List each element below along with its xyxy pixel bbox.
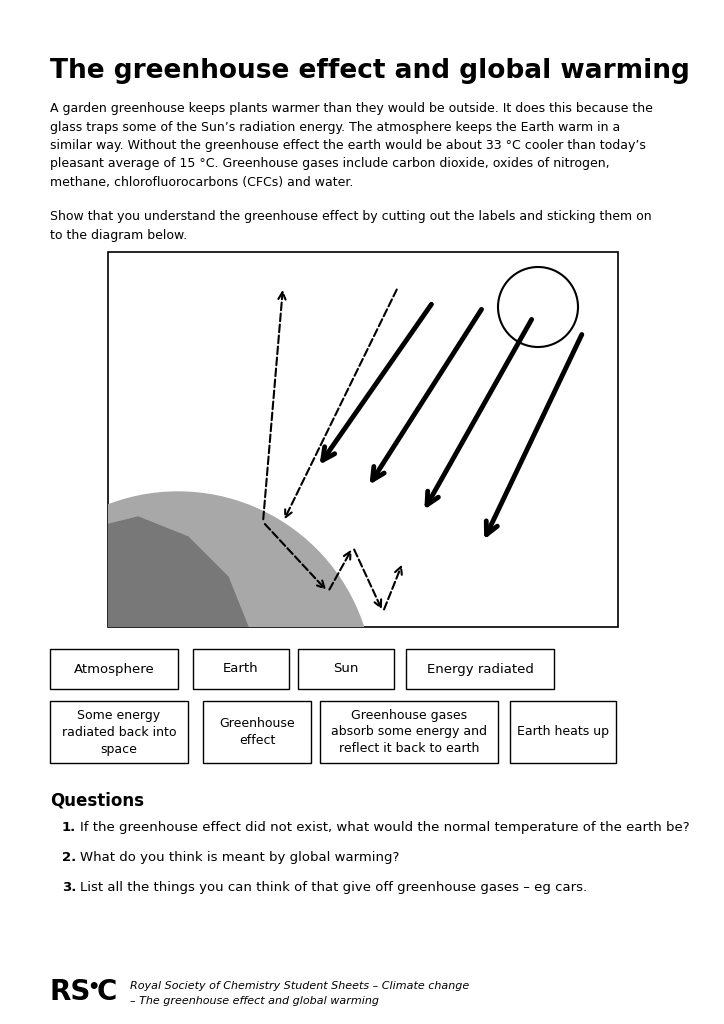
Bar	[298, 649, 394, 689]
Text: Earth: Earth	[223, 663, 258, 676]
Text: Show that you understand the greenhouse effect by cutting out the labels and sti: Show that you understand the greenhouse …	[50, 210, 652, 242]
Text: Atmosphere: Atmosphere	[74, 663, 154, 676]
Text: 3.: 3.	[62, 881, 76, 894]
Text: If the greenhouse effect did not exist, what would the normal temperature of the: If the greenhouse effect did not exist, …	[80, 821, 690, 834]
Wedge shape	[30, 722, 405, 918]
Bar	[50, 649, 178, 689]
Polygon shape	[18, 517, 248, 767]
Bar	[50, 701, 188, 763]
Text: The greenhouse effect and global warming: The greenhouse effect and global warming	[50, 58, 690, 84]
Circle shape	[0, 492, 373, 882]
Text: Greenhouse
effect: Greenhouse effect	[219, 717, 295, 746]
Text: What do you think is meant by global warming?: What do you think is meant by global war…	[80, 851, 400, 864]
Text: A garden greenhouse keeps plants warmer than they would be outside. It does this: A garden greenhouse keeps plants warmer …	[50, 102, 653, 189]
Polygon shape	[128, 737, 218, 817]
Text: Greenhouse gases
absorb some energy and
reflect it back to earth: Greenhouse gases absorb some energy and …	[331, 709, 487, 756]
Text: Questions: Questions	[50, 791, 144, 809]
Text: Some energy
radiated back into
space: Some energy radiated back into space	[62, 709, 176, 756]
Bar	[320, 701, 498, 763]
Bar	[406, 649, 554, 689]
Text: List all the things you can think of that give off greenhouse gases – eg cars.: List all the things you can think of tha…	[80, 881, 587, 894]
Bar	[203, 701, 311, 763]
Text: 2.: 2.	[62, 851, 76, 864]
Text: C: C	[97, 978, 117, 1006]
Text: •: •	[87, 978, 99, 997]
Text: RS: RS	[50, 978, 91, 1006]
Bar	[510, 701, 616, 763]
Circle shape	[498, 267, 578, 347]
Text: Royal Society of Chemistry Student Sheets – Climate change
– The greenhouse effe: Royal Society of Chemistry Student Sheet…	[130, 981, 469, 1006]
Bar	[108, 252, 618, 627]
Text: Earth heats up: Earth heats up	[517, 725, 609, 738]
Text: Sun: Sun	[333, 663, 358, 676]
Polygon shape	[28, 767, 108, 827]
Bar	[193, 649, 289, 689]
Text: Energy radiated: Energy radiated	[426, 663, 534, 676]
Wedge shape	[0, 727, 459, 972]
Text: 1.: 1.	[62, 821, 76, 834]
Wedge shape	[0, 736, 528, 1024]
